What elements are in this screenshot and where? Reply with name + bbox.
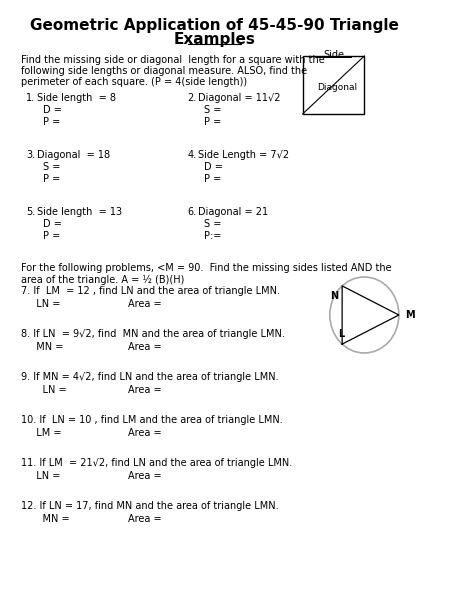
Text: MN =: MN = <box>30 514 70 524</box>
Text: P =: P = <box>203 174 221 184</box>
Text: P =: P = <box>43 174 60 184</box>
Text: S =: S = <box>203 105 221 115</box>
Text: LN =: LN = <box>30 471 60 481</box>
Text: perimeter of each square. (P = 4(side length)): perimeter of each square. (P = 4(side le… <box>21 77 247 87</box>
Text: Area =: Area = <box>128 514 162 524</box>
Text: N: N <box>330 291 338 301</box>
Text: Side length  = 8: Side length = 8 <box>37 93 116 103</box>
Text: MN =: MN = <box>30 342 63 352</box>
Text: LM =: LM = <box>30 428 62 438</box>
Text: 10. If  LN = 10 , find LM and the area of triangle LMN.: 10. If LN = 10 , find LM and the area of… <box>21 415 283 425</box>
Text: P =: P = <box>43 117 60 127</box>
Text: LN =: LN = <box>30 299 60 309</box>
Text: D =: D = <box>203 162 222 172</box>
Text: L: L <box>338 329 344 339</box>
Text: M: M <box>405 310 415 320</box>
Text: Diagonal = 11√2: Diagonal = 11√2 <box>198 93 281 103</box>
Text: 7. If  LM  = 12 , find LN and the area of triangle LMN.: 7. If LM = 12 , find LN and the area of … <box>21 286 280 296</box>
Text: 6.: 6. <box>187 207 196 217</box>
Text: Area =: Area = <box>128 471 162 481</box>
Text: 5.: 5. <box>27 207 36 217</box>
Text: 3.: 3. <box>27 150 36 160</box>
Text: 1.: 1. <box>27 93 36 103</box>
Text: LN =: LN = <box>30 385 67 395</box>
Text: Diagonal = 21: Diagonal = 21 <box>198 207 268 217</box>
Text: Area =: Area = <box>128 299 162 309</box>
Text: Diagonal: Diagonal <box>317 82 357 91</box>
Text: following side lengths or diagonal measure. ALSO, find the: following side lengths or diagonal measu… <box>21 66 307 76</box>
Text: D =: D = <box>43 219 62 229</box>
Text: 11. If LM  = 21√2, find LN and the area of triangle LMN.: 11. If LM = 21√2, find LN and the area o… <box>21 458 292 468</box>
Text: 12. If LN = 17, find MN and the area of triangle LMN.: 12. If LN = 17, find MN and the area of … <box>21 501 279 511</box>
Text: Geometric Application of 45-45-90 Triangle: Geometric Application of 45-45-90 Triang… <box>30 18 399 33</box>
Text: Area =: Area = <box>128 428 162 438</box>
Text: Diagonal  = 18: Diagonal = 18 <box>37 150 110 160</box>
Text: 4.: 4. <box>187 150 196 160</box>
Text: S =: S = <box>43 162 60 172</box>
Text: S =: S = <box>203 219 221 229</box>
Text: Area =: Area = <box>128 385 162 395</box>
Text: P:=: P:= <box>203 231 221 241</box>
Text: 9. If MN = 4√2, find LN and the area of triangle LMN.: 9. If MN = 4√2, find LN and the area of … <box>21 372 279 382</box>
Text: Area =: Area = <box>128 342 162 352</box>
Text: P =: P = <box>203 117 221 127</box>
Text: area of the triangle. A = ½ (B)(H): area of the triangle. A = ½ (B)(H) <box>21 275 184 285</box>
Text: D =: D = <box>43 105 62 115</box>
Text: P =: P = <box>43 231 60 241</box>
Bar <box>302 56 365 114</box>
Text: Side length  = 13: Side length = 13 <box>37 207 122 217</box>
Text: Side: Side <box>323 50 344 60</box>
Text: 8. If LN  = 9√2, find  MN and the area of triangle LMN.: 8. If LN = 9√2, find MN and the area of … <box>21 329 285 339</box>
Text: Examples: Examples <box>174 32 256 47</box>
Text: Find the missing side or diagonal  length for a square with the: Find the missing side or diagonal length… <box>21 55 325 65</box>
Text: For the following problems, <M = 90.  Find the missing sides listed AND the: For the following problems, <M = 90. Fin… <box>21 263 391 273</box>
Text: 2.: 2. <box>187 93 197 103</box>
Text: Side Length = 7√2: Side Length = 7√2 <box>198 150 289 160</box>
